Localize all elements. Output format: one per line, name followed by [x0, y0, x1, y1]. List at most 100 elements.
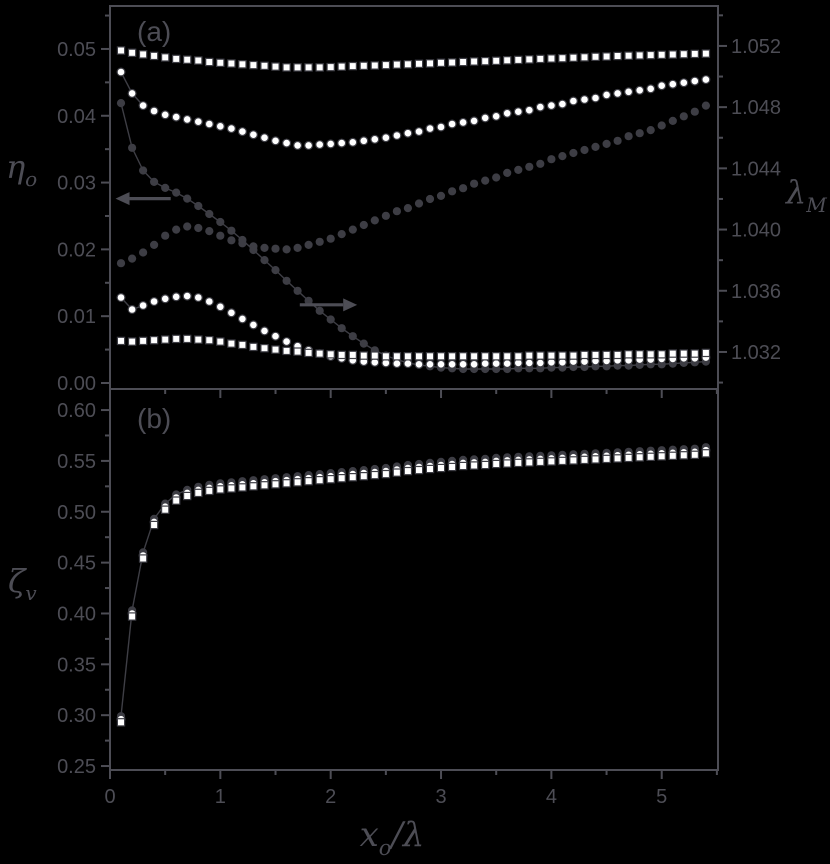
tick-label: 0.55 — [57, 451, 96, 473]
data-point-circle — [138, 101, 148, 111]
data-point-circle — [248, 320, 258, 330]
data-point-square — [293, 478, 302, 487]
data-point-circle — [436, 359, 446, 369]
data-point-square — [701, 49, 711, 58]
data-point-circle — [348, 332, 357, 341]
data-point-square — [337, 62, 346, 71]
data-point-circle — [282, 245, 291, 254]
data-point-square — [679, 49, 689, 59]
data-point-square — [403, 466, 413, 476]
data-point-circle — [128, 254, 137, 263]
data-point-square — [238, 483, 247, 492]
data-point-square — [602, 52, 611, 61]
data-point-circle — [315, 140, 325, 150]
data-point-circle — [635, 129, 644, 138]
data-point-square — [469, 57, 479, 66]
data-point-circle — [149, 297, 159, 307]
data-point-square — [127, 612, 137, 621]
data-point-square — [668, 451, 678, 461]
data-point-square — [238, 60, 247, 69]
data-point-circle — [624, 132, 633, 141]
data-point-circle — [480, 359, 490, 369]
tick-label: 1.040 — [731, 220, 781, 242]
data-point-square — [690, 450, 700, 460]
data-point-square — [646, 50, 655, 60]
data-point-circle — [271, 266, 280, 275]
data-point-square — [414, 352, 424, 361]
data-point-square — [116, 718, 126, 727]
data-point-circle — [646, 84, 656, 94]
data-point-circle — [326, 315, 335, 324]
data-point-circle — [359, 339, 368, 348]
tick-label: 0.30 — [57, 705, 96, 727]
panel-b-frame — [109, 388, 719, 771]
data-point-square — [403, 60, 413, 69]
tick-label: 1.048 — [731, 97, 781, 119]
data-point-square — [580, 350, 589, 360]
data-point-square — [337, 350, 346, 360]
series-lambda-gray-circles — [116, 101, 711, 268]
tick-label: 0 — [104, 786, 115, 808]
data-point-circle — [227, 236, 236, 245]
data-point-circle — [392, 207, 401, 216]
data-point-square — [183, 55, 192, 64]
data-point-circle — [227, 226, 236, 235]
data-point-circle — [139, 166, 148, 175]
data-point-circle — [535, 358, 545, 368]
data-point-circle — [204, 297, 214, 307]
right-arrow-icon — [299, 298, 358, 312]
data-point-circle — [260, 256, 269, 265]
data-point-circle — [260, 133, 270, 143]
data-point-square — [602, 350, 611, 360]
data-point-circle — [161, 231, 170, 240]
data-point-circle — [635, 85, 645, 95]
data-point-square — [458, 57, 468, 67]
data-point-square — [227, 59, 236, 68]
data-point-square — [514, 55, 523, 65]
data-point-circle — [425, 194, 435, 204]
data-point-square — [326, 62, 335, 72]
data-point-square — [271, 345, 280, 354]
data-point-circle — [205, 227, 214, 236]
tick-label: 1 — [215, 786, 226, 808]
data-point-circle — [690, 107, 699, 116]
data-point-circle — [304, 240, 313, 249]
data-point-square — [646, 350, 655, 359]
lambda-axis-title: λM — [784, 173, 827, 217]
tick-label: 0.05 — [57, 39, 96, 61]
data-point-square — [657, 452, 666, 461]
data-point-square — [580, 455, 589, 465]
series-zeta-gray-circles — [116, 443, 711, 721]
tick-label: 0.25 — [57, 756, 96, 778]
data-point-circle — [480, 113, 490, 123]
data-point-square — [514, 458, 523, 468]
data-point-square — [116, 336, 126, 346]
data-point-circle — [183, 222, 192, 231]
data-point-square — [503, 56, 512, 65]
data-point-square — [591, 52, 600, 62]
data-point-square — [149, 51, 159, 61]
data-point-circle — [326, 234, 335, 243]
series-zeta-white-squares — [116, 449, 711, 727]
data-point-circle — [149, 106, 159, 116]
data-point-circle — [502, 108, 512, 118]
data-point-square — [293, 347, 302, 356]
data-point-circle — [282, 337, 292, 347]
data-point-square — [348, 61, 358, 71]
data-point-circle — [701, 101, 711, 110]
data-point-circle — [458, 359, 468, 369]
data-point-circle — [668, 116, 677, 125]
data-point-square — [536, 351, 545, 360]
generated-chart-layers: 0.00 0.01 0.02 0.03 0.04 0.05 1.032 1.036 1.040 1… — [57, 5, 781, 808]
data-point-circle — [657, 81, 667, 91]
data-point-circle — [491, 111, 501, 121]
data-point-square — [260, 61, 269, 71]
data-point-square — [337, 474, 346, 483]
data-point-square — [657, 50, 666, 60]
data-point-square — [227, 339, 236, 348]
data-point-square — [172, 334, 181, 344]
data-point-square — [624, 51, 633, 60]
data-point-circle — [237, 314, 247, 324]
data-point-circle — [646, 126, 655, 135]
